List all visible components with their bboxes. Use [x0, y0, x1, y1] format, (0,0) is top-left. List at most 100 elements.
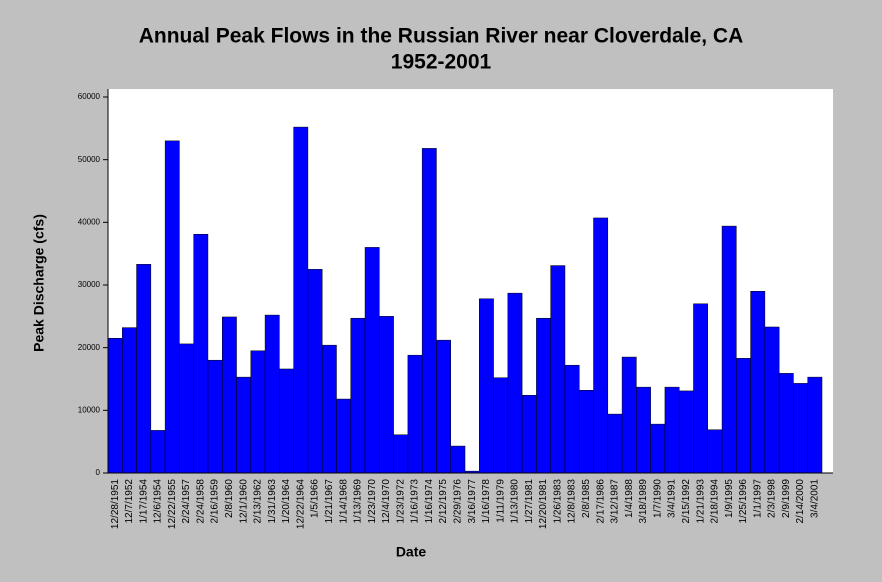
x-tick-label: 3/16/1977 — [467, 479, 478, 524]
x-tick-label: 1/5/1966 — [310, 479, 321, 518]
y-tick-label: 30000 — [78, 280, 101, 289]
bar — [393, 434, 409, 474]
y-axis-label: Peak Discharge (cfs) — [31, 214, 47, 352]
bar — [507, 292, 523, 474]
x-tick-label: 2/29/1976 — [453, 479, 464, 524]
bar — [664, 386, 680, 474]
bar — [436, 339, 451, 474]
bar — [321, 344, 337, 474]
bar — [550, 265, 566, 474]
x-tick-label: 2/24/1957 — [181, 479, 192, 524]
x-tick-label: 2/8/1960 — [224, 479, 235, 518]
x-tick-label: 1/11/1979 — [495, 479, 506, 523]
bar — [636, 386, 651, 474]
x-tick-label: 1/21/1967 — [324, 479, 335, 524]
x-tick-label: 1/31/1963 — [267, 479, 278, 524]
bar — [107, 338, 123, 474]
bar — [778, 373, 794, 474]
bar — [678, 390, 694, 474]
x-tick-label: 1/25/1996 — [738, 479, 749, 524]
y-tick-label: 50000 — [78, 155, 101, 164]
x-tick-label: 1/21/1993 — [695, 479, 706, 524]
x-tick-label: 12/20/1981 — [538, 479, 549, 529]
y-tick-label: 40000 — [78, 217, 101, 226]
bar — [279, 368, 294, 474]
x-tick-label: 1/1/1997 — [752, 479, 763, 518]
x-tick-label: 2/9/1999 — [781, 479, 792, 518]
x-tick-label: 2/17/1986 — [595, 479, 606, 524]
x-tick-label: 12/8/1983 — [567, 479, 578, 524]
x-tick-label: 1/14/1968 — [338, 479, 349, 524]
x-tick-label: 1/23/1972 — [395, 479, 406, 524]
bar — [607, 413, 623, 474]
bar — [621, 356, 637, 474]
bar — [179, 343, 194, 474]
x-tick-label: 12/6/1954 — [153, 479, 164, 524]
x-tick-label: 1/17/1954 — [138, 479, 149, 524]
bar — [564, 364, 580, 474]
x-tick-label: 2/8/1985 — [581, 479, 592, 518]
bar — [793, 383, 808, 474]
bar — [764, 326, 780, 474]
bar — [407, 354, 423, 474]
bar — [193, 233, 209, 474]
bar — [707, 429, 723, 474]
bar — [350, 317, 366, 474]
x-tick-label: 1/27/1981 — [524, 479, 535, 524]
x-tick-label: 2/16/1959 — [210, 479, 221, 524]
x-tick-label: 12/28/1951 — [110, 479, 121, 529]
bar — [450, 445, 466, 474]
x-tick-label: 1/26/1983 — [552, 479, 563, 524]
bar — [379, 316, 394, 474]
x-tick-label: 1/16/1974 — [424, 479, 435, 524]
bar — [421, 148, 437, 474]
bar — [164, 140, 180, 474]
chart-subtitle: 1952-2001 — [391, 51, 492, 74]
x-tick-label: 2/13/1962 — [253, 479, 264, 524]
x-tick-label: 1/7/1990 — [652, 479, 663, 518]
bar — [650, 423, 666, 474]
bar — [150, 430, 166, 474]
bar — [221, 316, 237, 474]
bar — [479, 298, 494, 474]
x-tick-label: 1/13/1969 — [353, 479, 364, 524]
bar — [122, 327, 137, 474]
x-tick-label: 12/4/1970 — [381, 479, 392, 524]
bar — [250, 350, 266, 474]
x-tick-label: 12/22/1964 — [295, 479, 306, 529]
bar — [336, 398, 352, 474]
bar — [578, 390, 594, 474]
bar — [736, 358, 751, 474]
x-tick-label: 12/7/1952 — [124, 479, 135, 524]
bar — [750, 291, 766, 474]
bar — [364, 247, 380, 474]
chart-title: Annual Peak Flows in the Russian River n… — [139, 25, 744, 48]
x-tick-label: 2/15/1992 — [681, 479, 692, 524]
y-tick-label: 20000 — [78, 343, 101, 352]
x-tick-label: 2/18/1994 — [710, 479, 721, 524]
bar — [693, 303, 709, 474]
x-tick-label: 1/20/1964 — [281, 479, 292, 524]
bar — [593, 217, 609, 474]
x-tick-label: 2/14/2000 — [795, 479, 806, 524]
x-tick-label: 2/12/1975 — [438, 479, 449, 524]
x-tick-label: 1/9/1995 — [724, 479, 735, 518]
y-tick-label: 10000 — [78, 405, 101, 414]
x-tick-label: 12/22/1955 — [167, 479, 178, 529]
x-tick-label: 2/3/1998 — [767, 479, 778, 518]
bar — [136, 264, 152, 474]
y-tick-label: 0 — [96, 468, 101, 477]
bar — [264, 314, 280, 474]
bar — [307, 269, 323, 474]
bar — [521, 395, 537, 474]
bar — [536, 317, 551, 474]
bar — [207, 359, 223, 474]
x-tick-label: 3/4/1991 — [667, 479, 678, 518]
x-tick-label: 2/24/1958 — [195, 479, 206, 524]
x-tick-label: 12/1/1960 — [238, 479, 249, 524]
x-axis-label: Date — [396, 544, 427, 560]
bar — [236, 376, 252, 474]
y-tick-label: 60000 — [78, 92, 101, 101]
x-tick-label: 3/4/2001 — [810, 479, 821, 518]
